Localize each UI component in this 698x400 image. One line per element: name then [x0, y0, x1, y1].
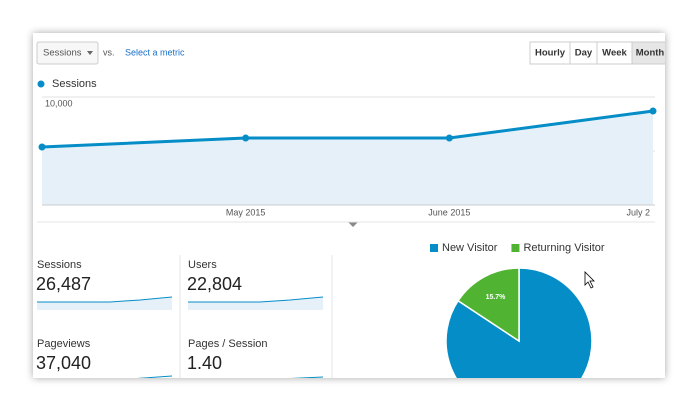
legend-marker — [430, 244, 438, 252]
metric-value: 37,040 — [36, 353, 91, 373]
metric-label: Users — [188, 259, 217, 271]
metric-value: 22,804 — [187, 274, 242, 294]
period-label: Day — [575, 48, 593, 59]
metric-label: Pageviews — [37, 338, 91, 350]
period-label: Week — [602, 48, 627, 59]
point — [242, 134, 250, 142]
cursor — [584, 271, 595, 289]
y-tick-label: 10,000 — [45, 98, 73, 108]
metrics: Sessions 26,487 Users 22,804 Pageviews 37,040… — [36, 259, 268, 373]
line — [41, 109, 654, 149]
compare-link[interactable]: Select a metric — [125, 47, 185, 57]
legend-label: Returning Visitor — [523, 242, 604, 254]
period-label: Month — [636, 48, 665, 59]
legend-label: New Visitor — [442, 242, 498, 254]
area — [42, 111, 653, 205]
period-button[interactable] — [631, 41, 668, 65]
sparkline — [188, 296, 324, 303]
vs-label: vs. — [103, 47, 115, 57]
x-tick-label: May 2015 — [226, 207, 266, 217]
pie-slice — [445, 267, 593, 378]
period-buttons: Hourly Day Week Month — [529, 41, 668, 65]
metric-label: Pages / Session — [188, 338, 268, 350]
dropdown-arrow — [87, 51, 93, 55]
metric-value: 26,487 — [36, 274, 91, 294]
point — [445, 134, 453, 142]
slice-label: 15.7% — [486, 294, 507, 301]
metric-label: Sessions — [37, 259, 82, 271]
metric-value: 1.40 — [187, 353, 222, 373]
sparkline — [136, 375, 173, 378]
collapse-toggle[interactable] — [348, 222, 358, 227]
pie-slice — [457, 267, 520, 343]
metric-label: Sessions — [43, 48, 82, 59]
sparkline — [37, 296, 173, 303]
legend-marker — [37, 80, 45, 88]
point — [649, 107, 657, 115]
point — [38, 143, 46, 151]
x-tick-label: June 2015 — [428, 207, 470, 217]
content: Sessions vs. Select a metric Hourly Day We… — [36, 41, 668, 378]
x-tick-label: July 2 — [626, 207, 650, 217]
period-label: Hourly — [535, 48, 566, 59]
legend-label: Sessions — [52, 78, 97, 90]
legend-marker — [511, 244, 520, 252]
metric-dropdown[interactable] — [36, 41, 99, 65]
sparkline — [290, 376, 324, 378]
